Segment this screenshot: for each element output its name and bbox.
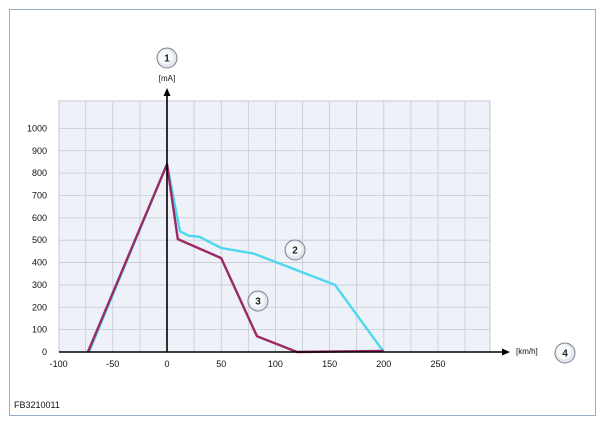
y-tick-label: 0 <box>42 347 47 357</box>
x-tick-label: 200 <box>376 359 391 369</box>
figure-frame: -100 -50 0 50 100 150 200 250 0 100 200 300 400 500 60… <box>9 9 596 416</box>
callout-highlight <box>158 49 174 65</box>
callout-number: 4 <box>562 349 568 360</box>
y-axis-unit-label: [mA] <box>159 74 175 83</box>
y-tick-label: 200 <box>32 302 47 312</box>
callout-4: 4 <box>554 342 576 364</box>
chart: -100 -50 0 50 100 150 200 250 0 100 200 300 400 500 60… <box>27 47 576 369</box>
y-tick-label: 900 <box>32 146 47 156</box>
x-tick-label: 150 <box>322 359 337 369</box>
y-tick-label: 800 <box>32 168 47 178</box>
callout-highlight <box>556 344 572 360</box>
callout-1: 1 <box>156 47 178 69</box>
x-axis-unit-label: [km/h] <box>516 347 538 356</box>
x-tick-label: -100 <box>50 359 68 369</box>
callout-highlight <box>286 241 302 257</box>
callout-3: 3 <box>247 290 269 312</box>
x-tick-label: 250 <box>430 359 445 369</box>
y-tick-label: 100 <box>32 325 47 335</box>
x-tick-label: -50 <box>106 359 119 369</box>
callout-number: 1 <box>164 54 170 65</box>
callout-number: 2 <box>292 246 298 257</box>
y-tick-label: 700 <box>32 190 47 200</box>
x-tick-label: 100 <box>268 359 283 369</box>
y-tick-label: 600 <box>32 213 47 223</box>
x-tick-label: 0 <box>164 359 169 369</box>
y-axis-arrow-icon <box>163 88 171 96</box>
callout-highlight <box>249 292 265 308</box>
callout-2: 2 <box>284 239 306 261</box>
plot-area <box>58 100 491 353</box>
y-tick-label: 300 <box>32 280 47 290</box>
x-tick-label: 50 <box>216 359 226 369</box>
callout-number: 3 <box>255 297 261 308</box>
y-tick-label: 400 <box>32 258 47 268</box>
y-tick-label: 1000 <box>27 123 47 133</box>
figure-id: FB3210011 <box>14 400 60 410</box>
x-axis-arrow-icon <box>502 348 510 356</box>
y-tick-label: 500 <box>32 235 47 245</box>
